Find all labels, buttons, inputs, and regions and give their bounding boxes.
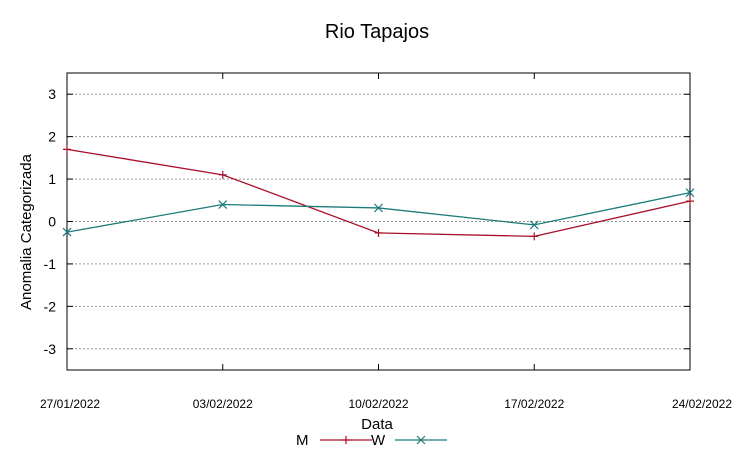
series-group [62,145,695,241]
data-point [530,232,539,241]
y-tick-label: -1 [44,256,57,272]
series-line [66,148,691,238]
y-axis-label: Anomalia Categorizada [18,153,35,310]
x-tick-label: 10/02/2022 [348,397,408,411]
data-point [416,435,426,445]
series-w [62,188,695,237]
data-point [62,227,72,237]
grid-lines [67,93,690,350]
legend-item-w: W [371,432,447,449]
y-tick-label: 1 [48,171,56,187]
y-axis: -3 -2 -1 0 1 2 3 [44,86,690,357]
x-tick-label: 27/01/2022 [40,397,100,411]
chart-title: Rio Tapajos [325,21,429,43]
data-point [63,145,71,154]
series-m [63,145,694,241]
x-tick-label: 17/02/2022 [504,397,564,411]
x-axis: 27/01/2022 03/02/2022 10/02/2022 17/02/2022… [40,73,732,411]
data-point [374,228,383,237]
x-axis-label: Data [361,416,393,433]
y-tick-label: 0 [48,214,56,230]
data-point [218,170,227,179]
legend-item-m: M [296,432,372,449]
legend-label: M [296,432,309,449]
data-point [374,203,383,213]
y-tick-label: 2 [48,129,56,145]
y-tick-label: -2 [44,298,57,314]
y-tick-label: 3 [48,86,56,102]
data-point [529,220,539,230]
data-point [685,188,695,198]
data-point [686,197,694,206]
x-tick-label: 24/02/2022 [672,397,732,411]
legend-label: W [371,432,386,449]
y-tick-label: -3 [44,341,57,357]
series-line [66,192,691,233]
x-tick-label: 03/02/2022 [193,397,253,411]
data-point [218,200,228,209]
data-point [342,436,350,444]
